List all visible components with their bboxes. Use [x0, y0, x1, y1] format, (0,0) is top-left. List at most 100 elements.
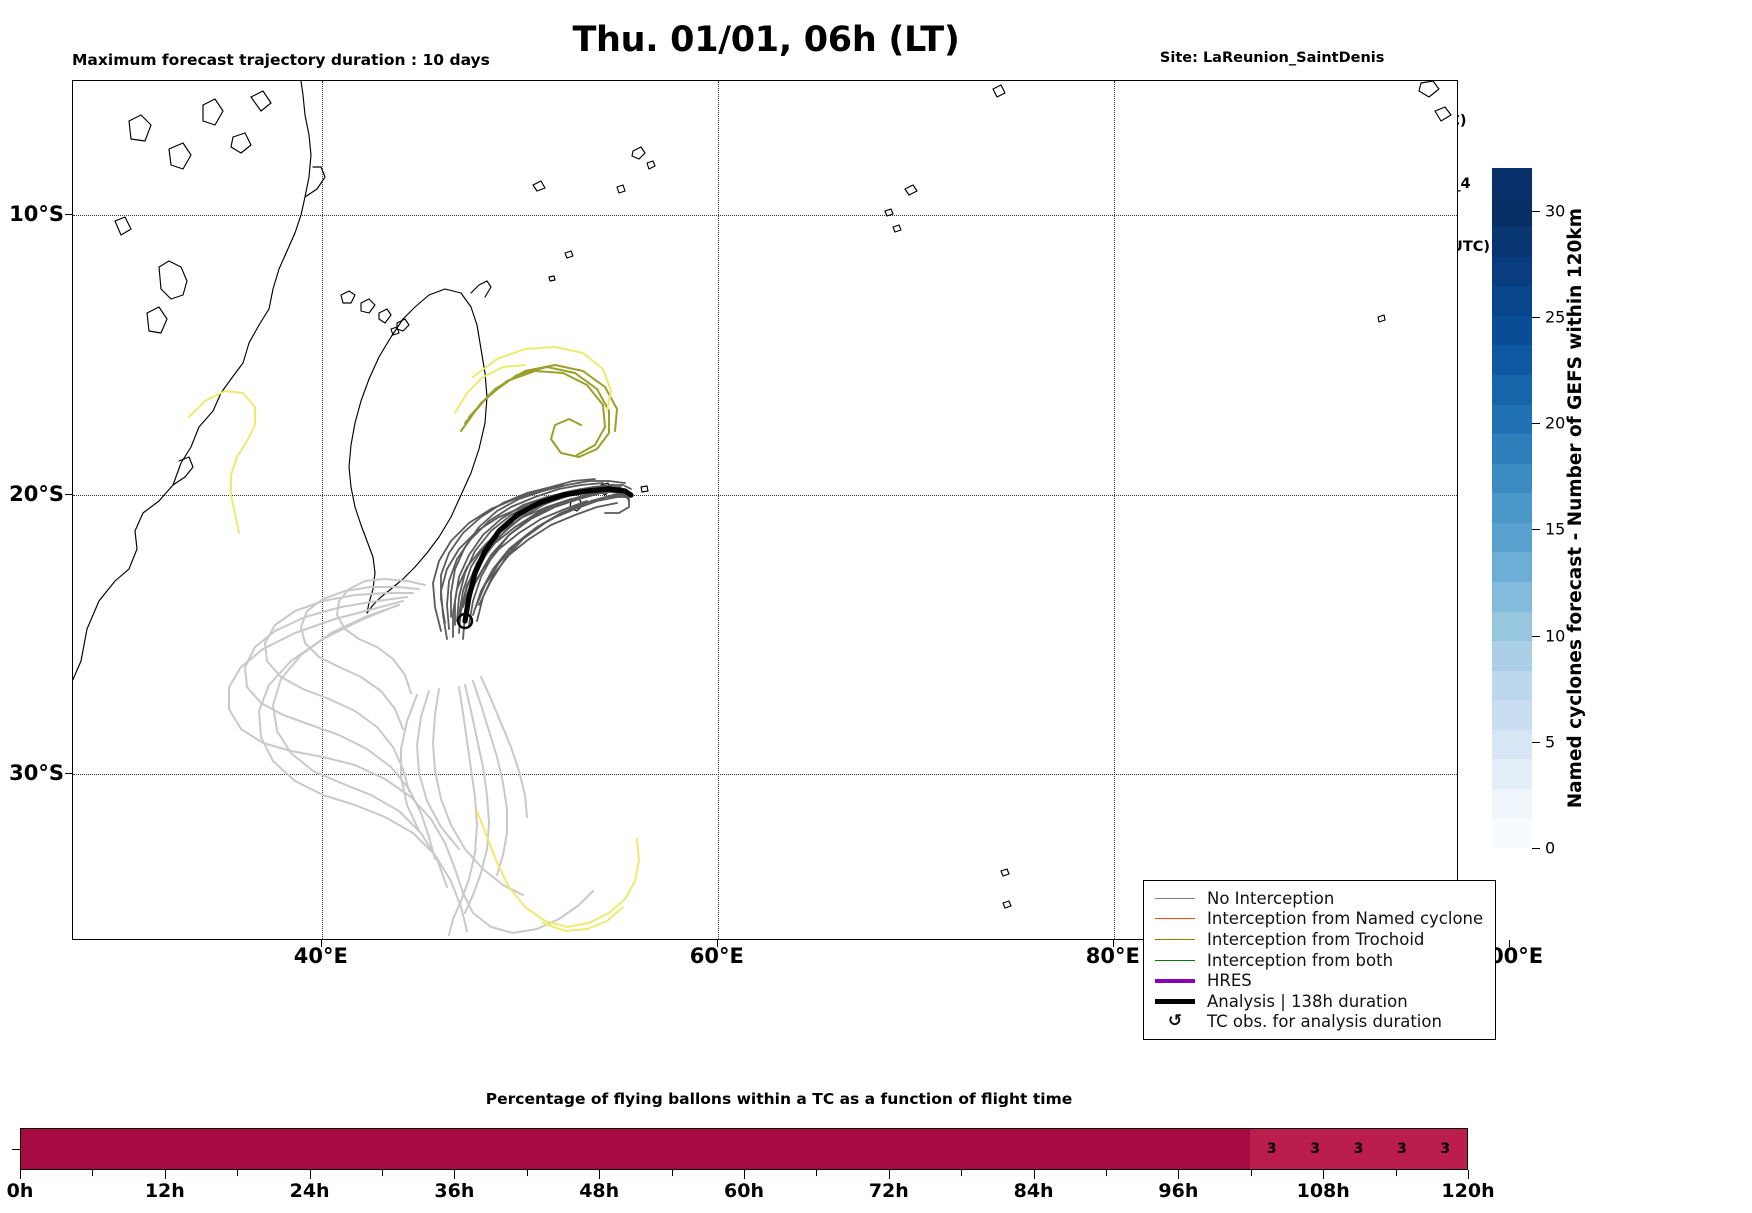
percentage-bar-tick-label-36h: 36h — [434, 1180, 475, 1202]
colorbar-tick-label-25: 25 — [1545, 307, 1566, 327]
percentage-bar-tick-label-84h: 84h — [1013, 1180, 1054, 1202]
legend-item-trochoid[interactable]: Interception from Trochoid — [1153, 929, 1483, 950]
gridline-lat-10S — [73, 215, 1457, 217]
legend-swatch-trochoid — [1153, 938, 1197, 940]
xtick-mark-100E — [1508, 940, 1510, 947]
legend-item-both[interactable]: Interception from both — [1153, 950, 1483, 971]
percentage-bar-segment-3: 3 — [1336, 1129, 1381, 1169]
colorbar-band-13 — [1492, 434, 1532, 464]
percentage-bar-tick-66h — [816, 1170, 818, 1176]
colorbar: 0 5 10 15 20 25 30 — [1492, 168, 1565, 858]
percentage-bar-segment-5: 3 — [1423, 1129, 1467, 1169]
gridline-lat-20S — [73, 494, 1457, 496]
colorbar-band-8 — [1492, 581, 1532, 612]
ytick-label-20S: 20°S — [9, 481, 64, 506]
ytick-mark-10S — [65, 214, 72, 216]
trajectories-trochoid — [460, 364, 618, 458]
colorbar-gradient — [1492, 168, 1532, 848]
page-title: Thu. 01/01, 06h (LT) — [0, 20, 1752, 60]
percentage-bar-tick-54h — [671, 1170, 673, 1176]
legend-label-hres: HRES — [1207, 971, 1252, 991]
percentage-bar-tick-108h — [1323, 1170, 1325, 1179]
xtick-mark-40E — [320, 940, 322, 947]
colorbar-tick-30 — [1532, 210, 1540, 212]
legend-item-analysis[interactable]: Analysis | 138h duration — [1153, 991, 1483, 1012]
colorbar-band-17 — [1492, 315, 1532, 346]
percentage-bar-segment-1: 3 — [1250, 1129, 1294, 1169]
percentage-bar-ytick — [12, 1149, 20, 1150]
ytick-label-30S: 30°S — [9, 761, 64, 785]
colorbar-band-2 — [1492, 759, 1532, 789]
legend-label-trochoid: Interception from Trochoid — [1207, 929, 1425, 949]
legend-swatch-no-interception — [1153, 897, 1197, 899]
legend-swatch-both — [1153, 959, 1197, 961]
colorbar-tick-label-20: 20 — [1545, 413, 1566, 433]
colorbar-title: Named cyclones forecast - Number of GEFS… — [1560, 168, 1590, 848]
colorbar-band-4 — [1492, 700, 1532, 730]
percentage-bar-tick-label-72h: 72h — [868, 1180, 909, 1202]
percentage-bar-tick-0h — [20, 1170, 21, 1179]
colorbar-band-19 — [1492, 256, 1532, 287]
legend-item-no-interception[interactable]: No Interception — [1153, 888, 1483, 909]
percentage-bar-segment-0 — [21, 1129, 1251, 1169]
colorbar-tick-label-10: 10 — [1545, 626, 1566, 645]
analysis-track — [462, 486, 634, 624]
percentage-bar-tick-114h — [1395, 1170, 1397, 1176]
legend-swatch-hres — [1153, 978, 1197, 983]
percentage-bar-segment-4: 3 — [1380, 1129, 1424, 1169]
colorbar-tick-label-15: 15 — [1545, 519, 1566, 539]
xtick-label-80E: 80°E — [1085, 944, 1140, 968]
gridline-lon-80 — [1113, 81, 1115, 939]
colorbar-band-22 — [1492, 168, 1532, 198]
cyclone-icon: ↺ — [1167, 1011, 1183, 1032]
map-legend: No Interception Interception from Named … — [1143, 880, 1497, 1041]
bottom-bar-caption-text: Percentage of flying ballons within a TC… — [485, 1090, 1073, 1108]
colorbar-band-7 — [1492, 611, 1532, 642]
ytick-mark-30S — [65, 773, 72, 774]
colorbar-band-16 — [1492, 345, 1532, 375]
percentage-bar-tick-120h — [1468, 1170, 1469, 1179]
colorbar-band-14 — [1492, 404, 1532, 435]
percentage-bar-tick-label-12h: 12h — [144, 1180, 185, 1202]
percentage-bar-tick-label-108h: 108h — [1296, 1180, 1350, 1202]
gridline-lon-40 — [321, 81, 323, 939]
colorbar-band-3 — [1492, 729, 1532, 760]
legend-item-hres[interactable]: HRES — [1153, 970, 1483, 991]
colorbar-band-21 — [1492, 197, 1532, 228]
trajectories-ensemble-dark — [432, 478, 632, 640]
header-line-duration: Maximum forecast trajectory duration : 1… — [72, 51, 490, 69]
colorbar-band-0 — [1492, 818, 1532, 848]
colorbar-tick-10 — [1532, 635, 1540, 637]
percentage-bar-tick-90h — [1106, 1170, 1107, 1176]
colorbar-band-6 — [1492, 641, 1532, 671]
legend-label-analysis: Analysis | 138h duration — [1207, 991, 1408, 1011]
map-graphics — [73, 81, 1452, 936]
colorbar-tick-label-5: 5 — [1545, 732, 1556, 752]
colorbar-tick-20 — [1532, 423, 1540, 424]
percentage-bar-tick-78h — [961, 1170, 963, 1176]
colorbar-tick-15 — [1532, 529, 1540, 531]
bottom-bar-caption: Percentage of flying ballons within a TC… — [0, 1090, 1752, 1108]
legend-swatch-analysis — [1153, 998, 1197, 1004]
colorbar-band-12 — [1492, 463, 1532, 494]
colorbar-band-1 — [1492, 788, 1532, 819]
percentage-bar-tick-48h — [599, 1170, 601, 1179]
percentage-bar-tick-42h — [526, 1170, 528, 1176]
percentage-bar-tick-60h — [744, 1170, 745, 1179]
colorbar-band-9 — [1492, 552, 1532, 582]
percentage-bar-tick-102h — [1250, 1170, 1252, 1176]
legend-item-tc-obs[interactable]: ↺ TC obs. for analysis duration — [1153, 1012, 1483, 1033]
header-line-site: Site: LaReunion_SaintDenis — [1159, 50, 1385, 67]
percentage-bar-tick-label-120h: 120h — [1441, 1180, 1495, 1202]
legend-swatch-named-cyclone — [1153, 918, 1197, 920]
percentage-bar-tick-36h — [454, 1170, 456, 1179]
percentage-bar-tick-72h — [888, 1170, 890, 1179]
colorbar-tick-label-30: 30 — [1545, 201, 1566, 220]
legend-label-both: Interception from both — [1207, 950, 1394, 970]
percentage-bar-tick-12h — [164, 1170, 166, 1179]
legend-item-named-cyclone[interactable]: Interception from Named cyclone — [1153, 909, 1483, 930]
legend-label-tc-obs: TC obs. for analysis duration — [1207, 1012, 1442, 1032]
percentage-bar-tick-label-48h: 48h — [579, 1180, 620, 1202]
xtick-mark-80E — [1112, 940, 1114, 947]
